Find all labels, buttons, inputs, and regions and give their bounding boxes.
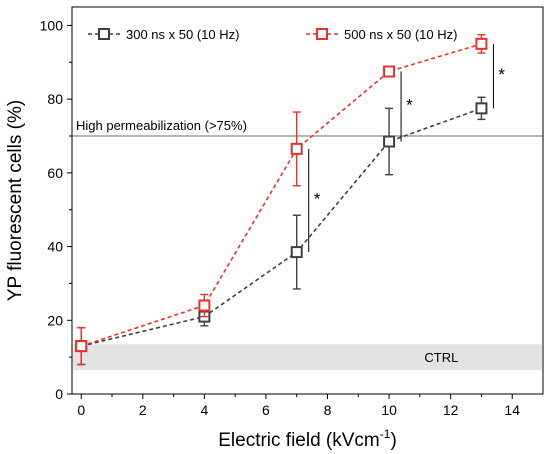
data-point [198,299,211,312]
y-tick-label: 20 [47,312,63,328]
data-point [475,102,488,115]
reference-line-label: High permeabilization (>75%) [76,118,247,133]
y-tick-label: 80 [47,91,63,107]
series-2 [75,33,488,366]
data-point [475,37,488,50]
x-axis-label: Electric field (kVcm-1) [218,427,397,451]
axis-layer: 0 2 4 6 8 10 12 14 0 20 40 60 80 100 [40,17,521,418]
reference-line-layer: High permeabilization (>75%) [72,118,543,137]
legend-label: 500 ns x 50 (10 Hz) [344,27,457,42]
x-axis-label-main: Electric field (kVcm [218,430,380,451]
series-1 [75,96,488,366]
data-point [290,246,303,259]
legend: 300 ns x 50 (10 Hz) 500 ns x 50 (10 Hz) [88,27,457,42]
y-tick-label: 40 [47,239,63,255]
data-point [383,135,396,148]
ctrl-label: CTRL [424,350,458,365]
series-line [80,43,482,347]
series-layer [75,33,488,366]
y-tick-label: 100 [40,17,64,33]
x-tick-label: 0 [77,402,85,418]
legend-marker [316,28,328,40]
y-tick-label: 0 [55,386,63,402]
x-tick-label: 8 [324,402,332,418]
y-tick-label: 60 [47,165,63,181]
x-tick-label: 6 [262,402,270,418]
plot-frame [71,6,544,395]
y-axis-label: YP fluorescent cells (%) [5,100,26,301]
legend-label: 300 ns x 50 (10 Hz) [126,27,239,42]
significance-star: * [314,190,321,209]
legend-marker [98,28,110,40]
x-axis-label-superscript: -1 [380,427,391,441]
control-band-layer: CTRL [73,344,542,371]
x-tick-label: 2 [139,402,147,418]
x-tick-label: 10 [381,402,397,418]
ctrl-band [73,344,542,371]
x-tick-label: 14 [504,402,520,418]
data-point [383,65,396,78]
significance-star: * [498,65,505,84]
data-point [290,142,303,155]
data-point [75,340,88,353]
significance-layer: * * * [308,43,505,253]
series-line [81,107,482,347]
x-tick-label: 12 [443,402,459,418]
x-axis-label-tail: ) [390,430,396,451]
significance-star: * [406,96,413,115]
x-tick-label: 4 [200,402,208,418]
